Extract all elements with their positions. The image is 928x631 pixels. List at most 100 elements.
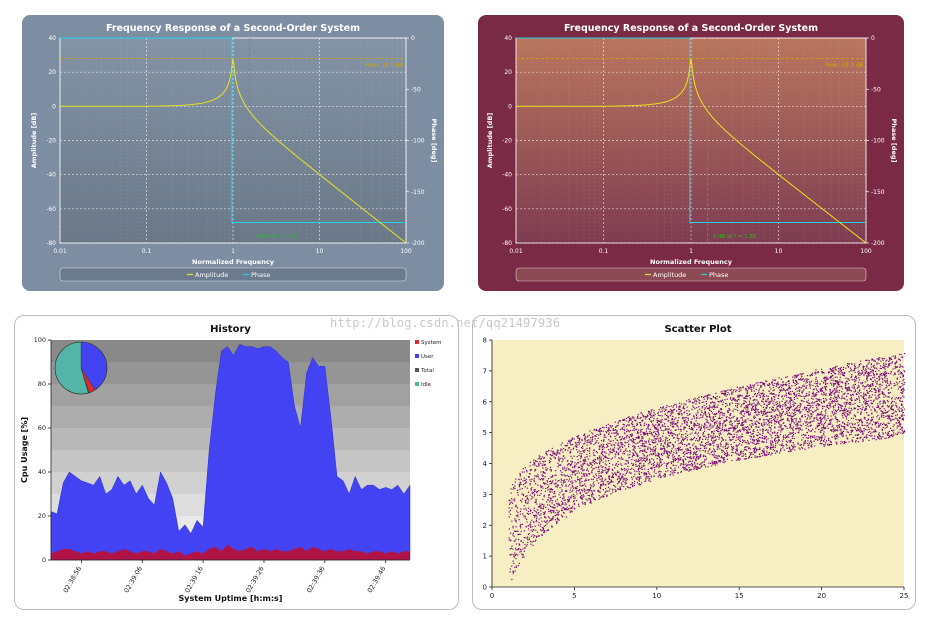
scatter-point xyxy=(871,391,873,393)
scatter-point xyxy=(714,462,716,464)
scatter-point xyxy=(697,410,699,412)
scatter-point xyxy=(640,477,642,479)
scatter-point xyxy=(625,482,627,484)
scatter-point xyxy=(617,461,619,463)
scatter-point xyxy=(637,416,639,418)
scatter-point xyxy=(601,469,603,471)
scatter-point xyxy=(690,422,692,424)
scatter-point xyxy=(559,464,561,466)
scatter-point xyxy=(538,462,540,464)
x-axis-label: Normalized Frequency xyxy=(192,258,275,266)
scatter-point xyxy=(763,450,765,452)
scatter-point xyxy=(893,424,895,426)
scatter-panel: Scatter Plot 0 1 2 3 4 5 6 7 8 0 5 10 15 20 25 xyxy=(472,315,916,610)
scatter-point xyxy=(748,414,750,416)
scatter-point xyxy=(895,357,897,359)
scatter-point xyxy=(517,489,519,491)
scatter-point xyxy=(738,403,740,405)
scatter-point xyxy=(595,462,597,464)
scatter-point xyxy=(736,453,738,455)
scatter-point xyxy=(670,410,673,412)
scatter-point xyxy=(883,396,885,398)
scatter-point xyxy=(824,418,826,420)
scatter-point xyxy=(868,372,870,374)
scatter-point xyxy=(724,399,726,401)
scatter-point xyxy=(656,418,658,420)
scatter-point xyxy=(807,428,809,431)
scatter-point xyxy=(681,423,683,425)
scatter-point xyxy=(857,408,859,410)
scatter-point xyxy=(698,438,700,441)
scatter-point xyxy=(795,428,797,430)
scatter-point xyxy=(659,470,661,472)
scatter-point xyxy=(686,410,688,412)
scatter-point xyxy=(610,426,612,428)
scatter-point xyxy=(895,397,897,399)
scatter-point xyxy=(809,407,811,409)
scatter-point xyxy=(796,390,798,392)
scatter-point xyxy=(714,464,717,466)
scatter-point xyxy=(653,431,655,433)
scatter-point xyxy=(696,424,698,427)
scatter-point xyxy=(662,432,664,434)
scatter-point xyxy=(698,467,700,470)
scatter-point xyxy=(747,446,749,448)
scatter-point xyxy=(588,491,590,493)
scatter-point xyxy=(780,378,782,380)
scatter-point xyxy=(872,383,874,386)
scatter-point xyxy=(573,502,576,505)
scatter-point xyxy=(602,445,604,447)
scatter-point xyxy=(864,372,866,375)
scatter-point xyxy=(897,425,899,427)
scatter-point xyxy=(868,390,870,393)
scatter-point xyxy=(564,481,566,483)
scatter-point xyxy=(699,408,701,410)
scatter-point xyxy=(862,433,864,435)
scatter-point xyxy=(814,435,816,437)
scatter-point xyxy=(729,427,731,429)
scatter-point xyxy=(898,386,900,388)
scatter-point xyxy=(863,393,865,396)
scatter-point xyxy=(810,441,812,443)
scatter-point xyxy=(683,429,685,431)
scatter-point xyxy=(660,429,662,431)
scatter-point xyxy=(705,424,707,426)
scatter-point xyxy=(583,450,585,452)
scatter-point xyxy=(773,415,775,417)
scatter-point xyxy=(776,434,778,437)
scatter-point xyxy=(858,395,860,398)
scatter-point xyxy=(564,509,566,511)
scatter-point xyxy=(732,389,734,391)
scatter-point xyxy=(882,433,884,435)
scatter-point xyxy=(559,491,561,494)
x-axis-label: Normalized Frequency xyxy=(650,258,733,266)
scatter-point xyxy=(774,420,777,422)
scatter-point xyxy=(562,511,565,514)
scatter-point xyxy=(644,472,646,474)
scatter-point xyxy=(531,512,534,514)
scatter-point xyxy=(638,468,640,470)
scatter-point xyxy=(732,437,734,439)
scatter-point xyxy=(747,408,749,410)
scatter-point xyxy=(667,415,669,417)
scatter-point xyxy=(588,479,590,481)
scatter-point xyxy=(547,481,549,483)
scatter-point xyxy=(775,416,777,418)
scatter-point xyxy=(688,410,690,412)
scatter-point xyxy=(838,424,840,426)
scatter-point xyxy=(579,491,581,493)
scatter-point xyxy=(772,402,774,404)
scatter-point xyxy=(706,397,708,399)
scatter-point xyxy=(638,436,640,438)
scatter-point xyxy=(881,391,883,393)
scatter-point xyxy=(553,492,555,495)
scatter-point xyxy=(635,420,637,422)
scatter-point xyxy=(713,442,715,444)
scatter-point xyxy=(689,443,691,445)
scatter-point xyxy=(533,480,536,483)
scatter-point xyxy=(582,470,584,472)
scatter-point xyxy=(868,423,870,425)
scatter-point xyxy=(632,416,634,418)
scatter-point xyxy=(708,412,710,414)
scatter-point xyxy=(860,419,862,422)
